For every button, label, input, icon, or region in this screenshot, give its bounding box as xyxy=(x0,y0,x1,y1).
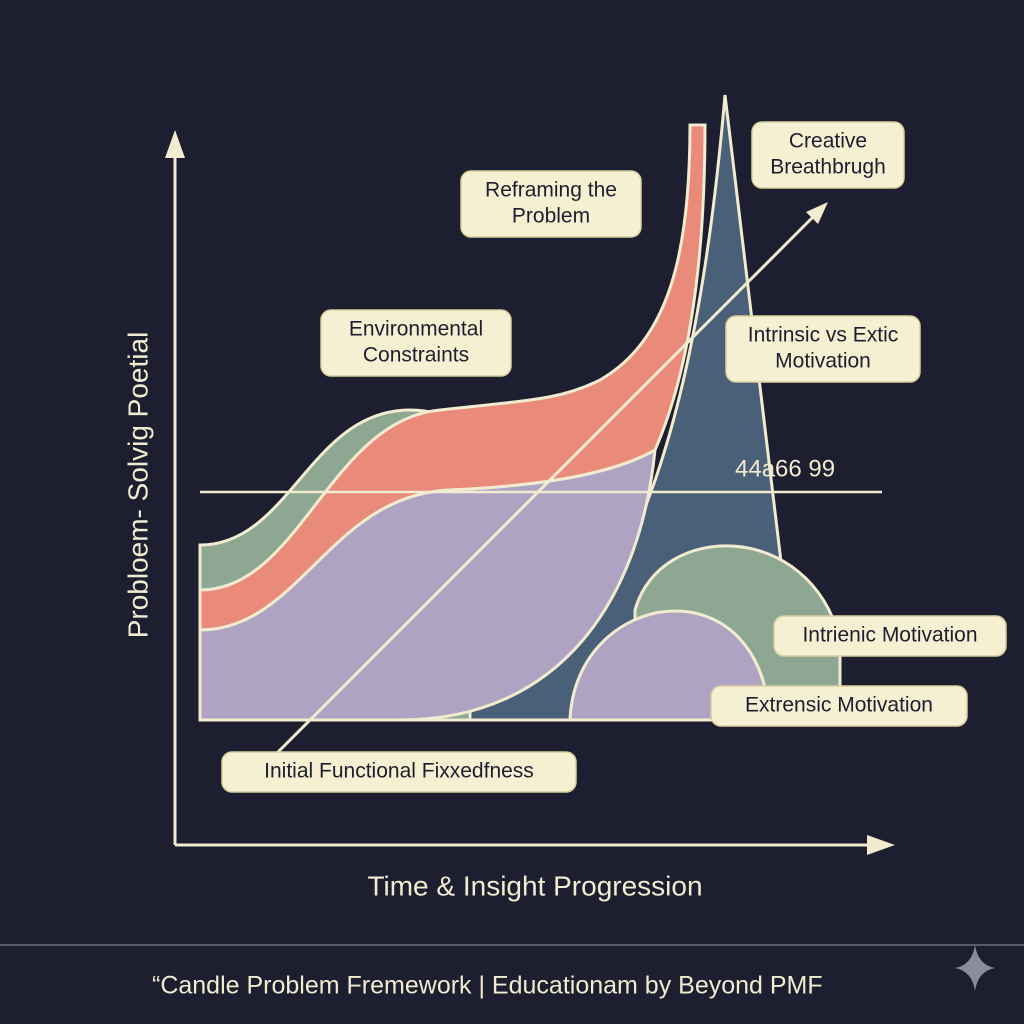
insight-arrow xyxy=(266,213,817,764)
label-box xyxy=(773,615,1007,657)
label-box xyxy=(710,685,968,727)
label-box xyxy=(320,309,512,377)
y-axis-label: Probloem- Solvig Poetial xyxy=(122,332,153,639)
label-text: Motivation xyxy=(775,350,871,373)
label-box xyxy=(725,315,921,383)
threshold-label: 44a66 99 xyxy=(735,455,835,482)
label-text: Environmental xyxy=(349,318,483,341)
x-axis-label: Time & Insight Progression xyxy=(367,870,702,901)
sparkle-icon xyxy=(955,945,995,991)
arrowhead xyxy=(867,835,895,855)
fixedness-area xyxy=(198,447,657,722)
arrowhead xyxy=(165,130,185,158)
arrowhead xyxy=(806,202,828,224)
label-text: Constraints xyxy=(363,344,469,367)
label-text: Intrienic Motivation xyxy=(802,624,977,647)
label-text: Reframing the xyxy=(485,179,617,202)
label-text: Initial Functional Fixxedfness xyxy=(264,760,534,783)
label-text: Breathbrugh xyxy=(770,156,886,179)
label-text: Intrinsic vs Extic xyxy=(748,324,899,347)
footer: “Candle Problem Fremework | Educationam … xyxy=(152,972,823,1000)
label-text: Extrensic Motivation xyxy=(745,694,933,717)
label-text: Creative xyxy=(789,130,867,153)
label-text: Problem xyxy=(512,205,590,228)
label-box xyxy=(751,121,905,189)
label-box xyxy=(460,170,642,238)
label-box xyxy=(221,751,577,793)
